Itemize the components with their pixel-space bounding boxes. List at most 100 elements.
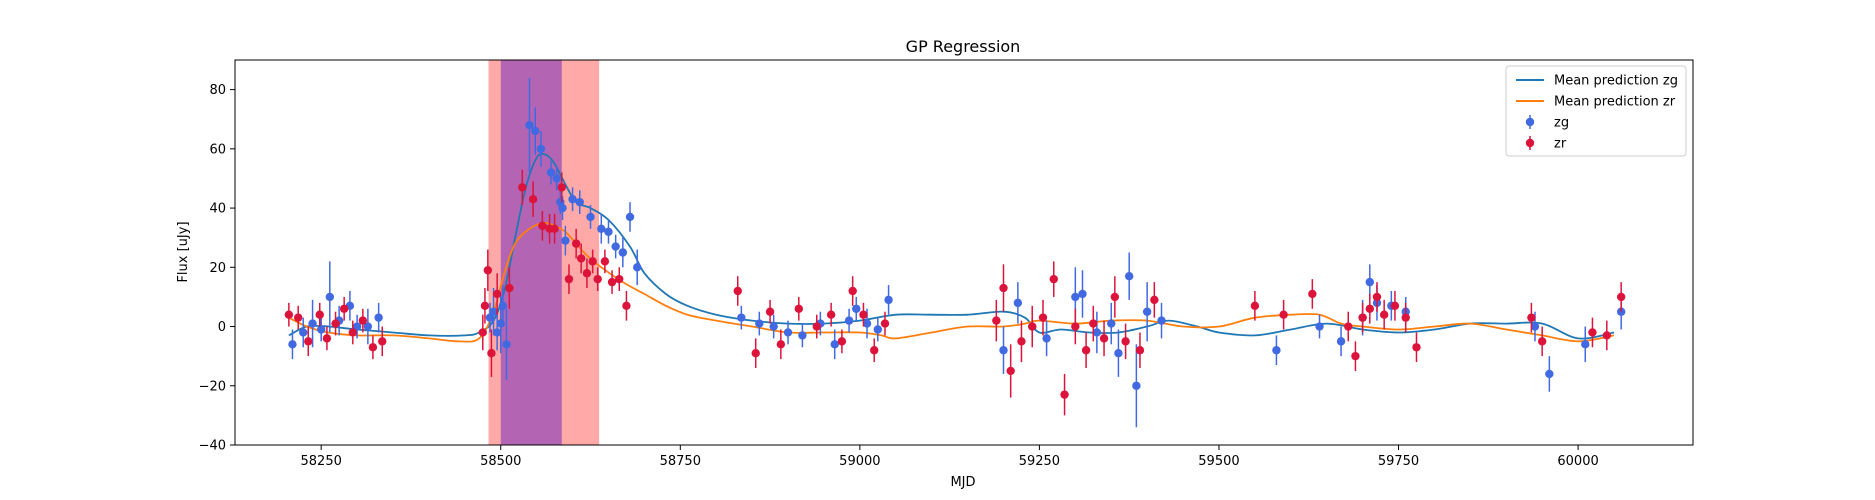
marker (622, 301, 631, 311)
data-point-zg (586, 205, 595, 229)
data-point-zr (478, 314, 487, 351)
marker (1372, 292, 1382, 302)
marker (1124, 271, 1134, 281)
data-point-zr (538, 211, 547, 241)
marker (1092, 328, 1102, 337)
marker (755, 319, 764, 328)
data-point-zg (844, 308, 854, 333)
data-point-zr (1049, 261, 1058, 297)
marker (531, 126, 540, 136)
x-tick-label: 58750 (660, 454, 701, 469)
chart-title: GP Regression (906, 37, 1021, 56)
marker (848, 286, 857, 296)
data-point-zr (557, 172, 566, 203)
data-point-zr (1081, 332, 1091, 368)
marker (873, 325, 883, 334)
marker (765, 307, 775, 316)
data-point-zr (848, 276, 857, 306)
data-point-zr (622, 291, 631, 321)
legend: Mean prediction zg Mean prediction zr zg zr (1505, 65, 1687, 157)
data-point-zg (830, 329, 839, 360)
data-point-zr (1028, 305, 1037, 348)
data-point-zg (316, 317, 326, 342)
data-point-zr (483, 249, 493, 291)
data-point-zg (325, 261, 335, 333)
marker (363, 322, 373, 331)
data-point-zr (1099, 320, 1109, 357)
marker (1038, 313, 1048, 322)
data-point-zg (1114, 329, 1123, 377)
marker (737, 313, 746, 322)
marker (1150, 295, 1159, 305)
marker (1588, 328, 1597, 337)
marker (498, 301, 508, 311)
data-point-zr (1279, 299, 1288, 330)
marker (1401, 313, 1410, 322)
marker (557, 183, 566, 192)
legend-entry-label: zr (1554, 137, 1567, 152)
data-point-zr (550, 214, 559, 244)
data-point-zg (561, 225, 570, 256)
marker (1365, 304, 1374, 313)
data-point-zr (487, 329, 496, 377)
marker (576, 254, 586, 263)
marker (284, 310, 294, 319)
data-point-zr (571, 228, 581, 259)
legend-entry-label: zg (1554, 116, 1569, 131)
marker (1049, 274, 1058, 284)
marker (1132, 381, 1141, 390)
data-point-zg (783, 320, 793, 345)
marker (1358, 313, 1367, 322)
data-point-zr (1602, 320, 1612, 351)
marker (304, 337, 313, 346)
data-point-zr (1017, 320, 1026, 363)
marker (315, 310, 324, 319)
data-point-zr (315, 302, 324, 327)
legend-marker-swatch (1525, 138, 1535, 148)
data-point-zg (1092, 311, 1102, 354)
marker (1272, 346, 1281, 355)
x-tick-label: 60000 (1557, 454, 1598, 469)
marker (325, 292, 335, 302)
data-point-zr (339, 296, 349, 321)
data-point-zg (288, 329, 297, 360)
data-point-zg (568, 187, 577, 212)
marker (552, 174, 561, 183)
marker (374, 313, 383, 322)
y-axis-label: Flux [uJy] (176, 221, 191, 282)
marker (618, 248, 628, 257)
marker (558, 203, 567, 213)
data-point-zg (1142, 282, 1152, 342)
y-tick-label: −20 (199, 379, 226, 394)
data-point-zr (1412, 332, 1421, 363)
marker (859, 310, 868, 319)
marker (478, 328, 487, 337)
plot-frame (234, 59, 1694, 446)
marker (575, 197, 584, 207)
data-point-zr (331, 311, 340, 336)
marker (826, 310, 836, 319)
shaded-region-1 (500, 60, 562, 445)
y-tick-label: 0 (218, 320, 226, 335)
marker (600, 257, 610, 266)
data-point-zr (1365, 293, 1374, 324)
data-point-zr (870, 338, 879, 363)
data-point-zg (531, 107, 540, 155)
legend-marker-swatch (1525, 117, 1535, 127)
data-point-zr (322, 326, 332, 351)
data-point-zg (1013, 282, 1023, 324)
x-axis-label: MJD (950, 475, 975, 490)
data-point-zr (999, 264, 1008, 312)
marker (852, 304, 861, 313)
y-tick-label: −40 (199, 439, 226, 454)
marker (538, 221, 547, 231)
data-point-zg (352, 314, 362, 339)
data-point-zg (884, 285, 893, 315)
marker (348, 328, 357, 337)
marker (1107, 319, 1116, 328)
data-point-zr (358, 308, 368, 333)
data-point-zr (1006, 344, 1015, 398)
marker (1279, 310, 1288, 319)
data-point-zg (498, 285, 508, 327)
x-tick-label: 59250 (1019, 454, 1060, 469)
